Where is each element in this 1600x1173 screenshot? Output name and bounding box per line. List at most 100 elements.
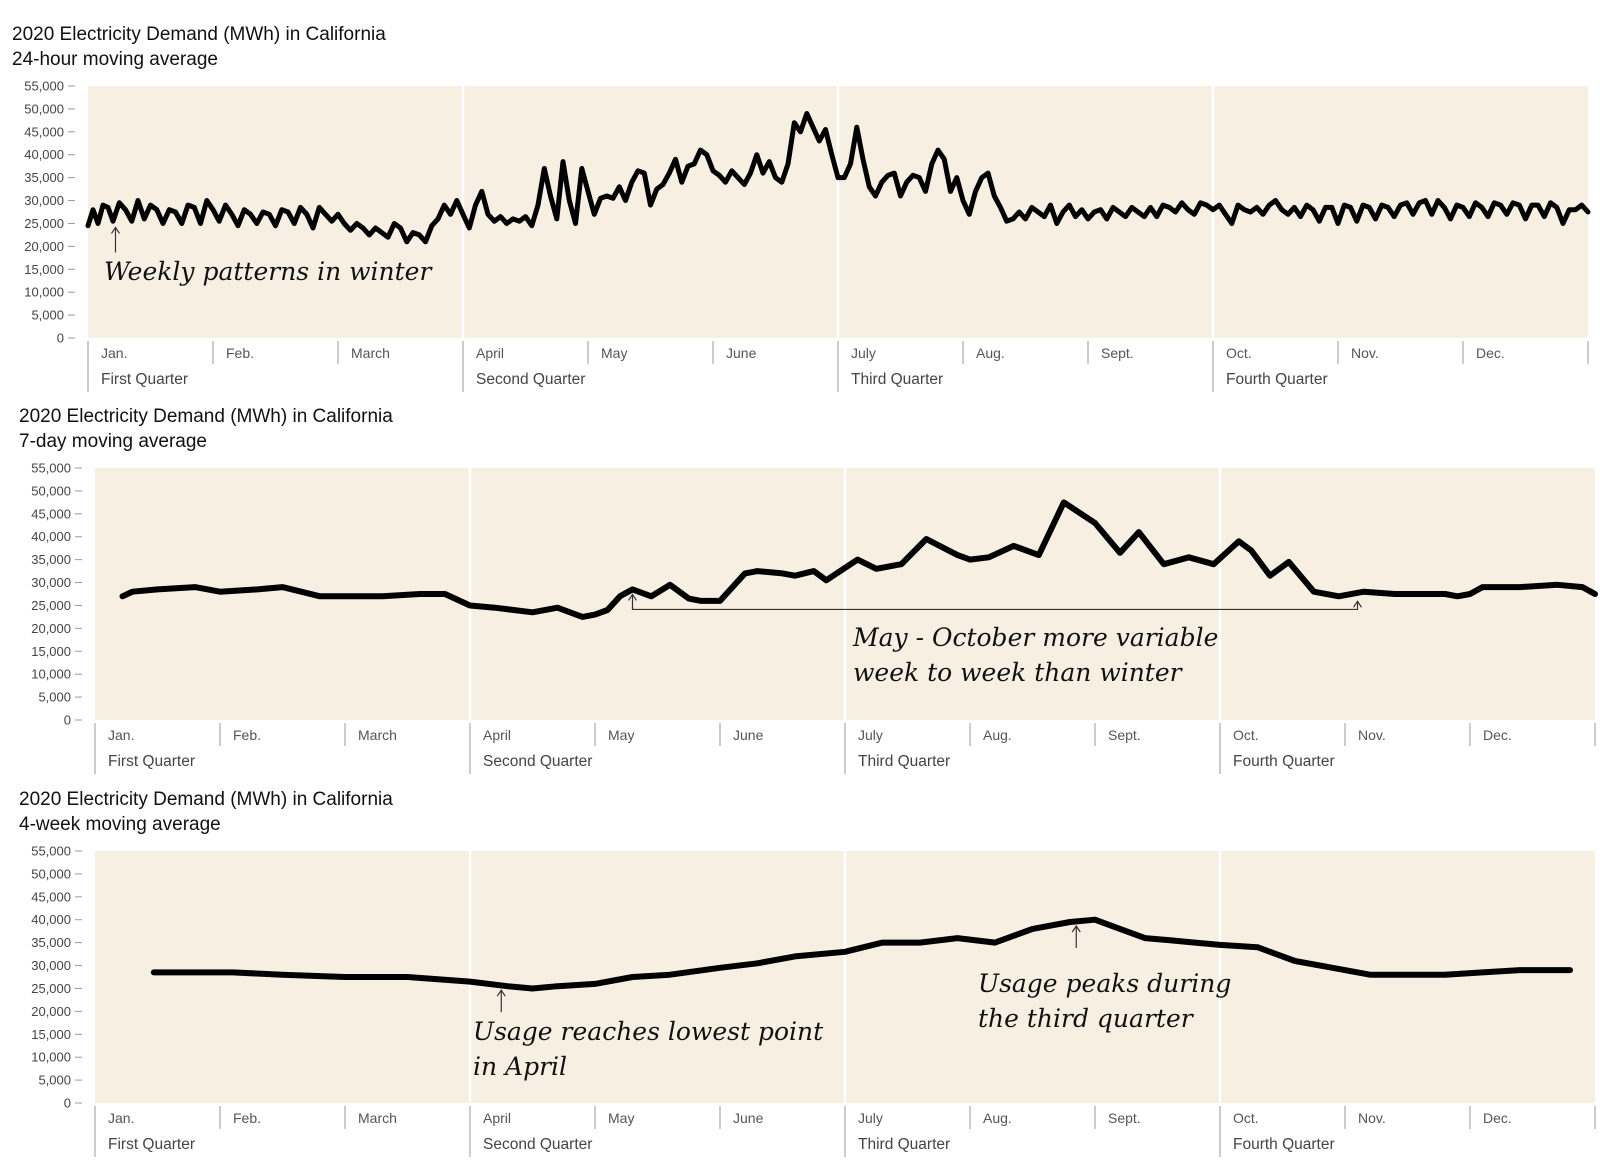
y-tick-label: 50,000 bbox=[31, 866, 71, 881]
chart-24-hour: 2020 Electricity Demand (MWh) in Califor… bbox=[12, 24, 1591, 392]
month-label: Feb. bbox=[233, 727, 261, 743]
month-label: Aug. bbox=[983, 1110, 1012, 1126]
y-tick-label: 15,000 bbox=[24, 262, 64, 277]
y-tick-label: 10,000 bbox=[24, 285, 64, 300]
annotation-bracket bbox=[631, 594, 1359, 611]
chart-4-week: 2020 Electricity Demand (MWh) in Califor… bbox=[19, 789, 1596, 1157]
y-tick-label: 0 bbox=[64, 1096, 71, 1111]
y-tick-label: 40,000 bbox=[24, 147, 64, 162]
y-tick-label: 20,000 bbox=[31, 621, 71, 636]
month-label: March bbox=[358, 727, 397, 743]
month-label: Oct. bbox=[1226, 345, 1252, 361]
y-tick-label: 20,000 bbox=[24, 239, 64, 254]
month-label: July bbox=[851, 345, 876, 361]
y-tick-label: 50,000 bbox=[24, 101, 64, 116]
month-label: June bbox=[733, 727, 764, 743]
y-tick-label: 45,000 bbox=[31, 889, 71, 904]
chart-subtitle: 24-hour moving average bbox=[12, 49, 218, 70]
annotation-lowest-line-1: Usage reaches lowest point bbox=[473, 1017, 824, 1046]
month-label: May bbox=[608, 1110, 634, 1126]
series-line bbox=[150, 916, 1573, 992]
month-label: Oct. bbox=[1233, 1110, 1259, 1126]
annotation-variability-line-2: week to week than winter bbox=[853, 658, 1184, 687]
y-tick-label: 10,000 bbox=[31, 1050, 71, 1065]
y-tick-label: 55,000 bbox=[31, 844, 71, 859]
y-tick-label: 0 bbox=[64, 713, 71, 728]
month-label: July bbox=[858, 727, 883, 743]
y-tick-label: 35,000 bbox=[24, 170, 64, 185]
month-label: May bbox=[608, 727, 634, 743]
month-label: April bbox=[483, 727, 511, 743]
chart-subtitle: 4-week moving average bbox=[19, 814, 221, 835]
y-tick-label: 55,000 bbox=[24, 79, 64, 94]
month-label: March bbox=[351, 345, 390, 361]
y-tick-label: 30,000 bbox=[24, 193, 64, 208]
chart-title: 2020 Electricity Demand (MWh) in Califor… bbox=[19, 406, 393, 427]
month-label: Nov. bbox=[1351, 345, 1379, 361]
y-tick-label: 40,000 bbox=[31, 529, 71, 544]
chart-7-day: 2020 Electricity Demand (MWh) in Califor… bbox=[19, 406, 1598, 774]
quarter-label: First Quarter bbox=[108, 753, 195, 770]
quarter-label: Second Quarter bbox=[476, 371, 585, 388]
annotation-peak-line-1: Usage peaks during bbox=[978, 969, 1231, 998]
series-line bbox=[85, 111, 1591, 245]
month-label: May bbox=[601, 345, 627, 361]
month-label: Aug. bbox=[983, 727, 1012, 743]
quarter-label: First Quarter bbox=[108, 1136, 195, 1153]
month-label: Dec. bbox=[1483, 1110, 1512, 1126]
quarter-label: Third Quarter bbox=[858, 753, 950, 770]
chart-subtitle: 7-day moving average bbox=[19, 431, 207, 452]
y-tick-label: 5,000 bbox=[38, 1073, 71, 1088]
y-tick-label: 30,000 bbox=[31, 958, 71, 973]
quarter-label: Second Quarter bbox=[483, 753, 592, 770]
y-tick-label: 50,000 bbox=[31, 483, 71, 498]
y-tick-label: 45,000 bbox=[24, 124, 64, 139]
y-tick-label: 35,000 bbox=[31, 552, 71, 567]
y-tick-label: 25,000 bbox=[31, 981, 71, 996]
month-label: Dec. bbox=[1476, 345, 1505, 361]
annotation-bracket-head bbox=[628, 593, 637, 601]
month-label: June bbox=[733, 1110, 764, 1126]
y-tick-label: 25,000 bbox=[24, 216, 64, 231]
y-tick-label: 25,000 bbox=[31, 598, 71, 613]
month-label: April bbox=[483, 1110, 511, 1126]
y-tick-label: 45,000 bbox=[31, 506, 71, 521]
month-label: Sept. bbox=[1101, 345, 1134, 361]
month-label: April bbox=[476, 345, 504, 361]
month-label: Nov. bbox=[1358, 727, 1386, 743]
annotation-arrow-head bbox=[496, 989, 506, 997]
y-tick-label: 10,000 bbox=[31, 667, 71, 682]
month-label: Sept. bbox=[1108, 727, 1141, 743]
month-label: Dec. bbox=[1483, 727, 1512, 743]
annotation-arrow-head bbox=[1071, 924, 1081, 933]
annotation-lowest-line-2: in April bbox=[473, 1052, 567, 1081]
quarter-label: Third Quarter bbox=[858, 1136, 950, 1153]
annotation-peak-line-2: the third quarter bbox=[978, 1004, 1195, 1033]
quarter-label: Second Quarter bbox=[483, 1136, 592, 1153]
month-label: Jan. bbox=[108, 1110, 134, 1126]
chart-title: 2020 Electricity Demand (MWh) in Califor… bbox=[19, 789, 393, 810]
month-label: Oct. bbox=[1233, 727, 1259, 743]
month-label: Sept. bbox=[1108, 1110, 1141, 1126]
y-tick-label: 15,000 bbox=[31, 1027, 71, 1042]
chart-title: 2020 Electricity Demand (MWh) in Califor… bbox=[12, 24, 386, 45]
quarter-label: First Quarter bbox=[101, 371, 188, 388]
month-label: June bbox=[726, 345, 757, 361]
series-line bbox=[119, 499, 1598, 620]
month-label: Nov. bbox=[1358, 1110, 1386, 1126]
month-label: July bbox=[858, 1110, 883, 1126]
y-tick-label: 0 bbox=[57, 331, 64, 346]
quarter-label: Fourth Quarter bbox=[1233, 753, 1335, 770]
y-tick-label: 20,000 bbox=[31, 1004, 71, 1019]
y-tick-label: 5,000 bbox=[31, 308, 64, 323]
month-label: Feb. bbox=[226, 345, 254, 361]
quarter-label: Third Quarter bbox=[851, 371, 943, 388]
quarter-label: Fourth Quarter bbox=[1233, 1136, 1335, 1153]
y-tick-label: 30,000 bbox=[31, 575, 71, 590]
month-label: Feb. bbox=[233, 1110, 261, 1126]
y-tick-label: 5,000 bbox=[38, 690, 71, 705]
quarter-label: Fourth Quarter bbox=[1226, 371, 1328, 388]
month-label: Jan. bbox=[101, 345, 127, 361]
y-tick-label: 15,000 bbox=[31, 644, 71, 659]
